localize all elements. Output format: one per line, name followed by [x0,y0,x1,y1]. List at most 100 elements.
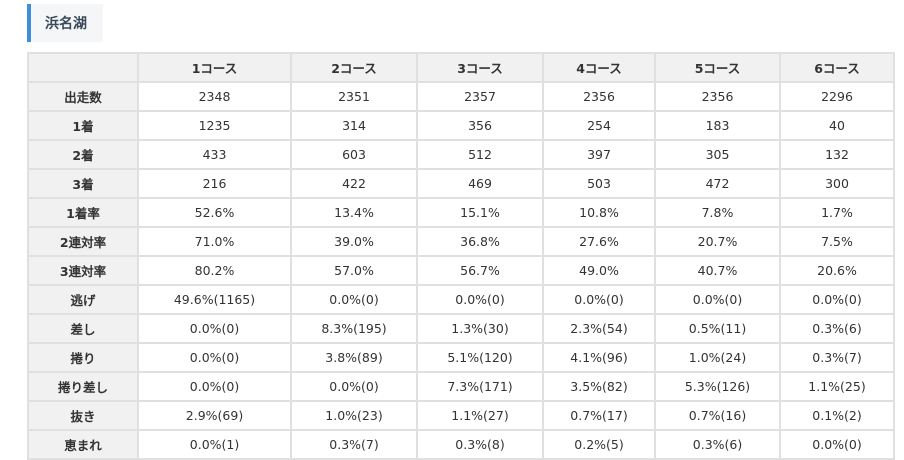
row-label: 捲り [27,342,139,373]
table-row: 2連対率 71.0% 39.0% 36.8% 27.6% 20.7% 7.5% [27,226,895,257]
row-label: 出走数 [27,81,139,112]
row-label: 恵まれ [27,429,139,460]
table-cell: 7.5% [779,226,895,257]
table-cell: 2356 [654,81,781,112]
table-row: 3着 216 422 469 503 472 300 [27,168,895,199]
row-label: 差し [27,313,139,344]
table-cell: 0.0%(1) [137,429,292,460]
table-cell: 0.3%(6) [779,313,895,344]
table-cell: 0.3%(8) [416,429,544,460]
table-cell: 0.7%(17) [542,400,656,431]
table-cell: 0.0%(0) [779,284,895,315]
row-label: 1着率 [27,197,139,228]
table-cell: 52.6% [137,197,292,228]
table-cell: 0.0%(0) [137,342,292,373]
table-cell: 27.6% [542,226,656,257]
table-cell: 469 [416,168,544,199]
table-cell: 7.8% [654,197,781,228]
table-cell: 36.8% [416,226,544,257]
section-title: 浜名湖 [45,16,87,32]
table-cell: 433 [137,139,292,170]
table-cell: 1.1%(25) [779,371,895,402]
column-header: 4コース [542,52,656,83]
table-row: 抜き 2.9%(69) 1.0%(23) 1.1%(27) 0.7%(17) 0.7%(1… [27,400,895,431]
table-cell: 0.5%(11) [654,313,781,344]
table-cell: 0.0%(0) [779,429,895,460]
table-cell: 7.3%(171) [416,371,544,402]
table-cell: 0.0%(0) [137,371,292,402]
table-cell: 1.3%(30) [416,313,544,344]
table-row: 1着率 52.6% 13.4% 15.1% 10.8% 7.8% 1.7% [27,197,895,228]
table-cell: 57.0% [290,255,418,286]
table-cell: 20.6% [779,255,895,286]
table-cell: 2351 [290,81,418,112]
table-cell: 0.7%(16) [654,400,781,431]
table-cell: 2357 [416,81,544,112]
table-cell: 0.0%(0) [290,284,418,315]
table-cell: 0.3%(6) [654,429,781,460]
table-cell: 305 [654,139,781,170]
table-cell: 3.8%(89) [290,342,418,373]
table-cell: 0.0%(0) [137,313,292,344]
row-label: 2着 [27,139,139,170]
table-row: 逃げ 49.6%(1165) 0.0%(0) 0.0%(0) 0.0%(0) 0.0%(0… [27,284,895,315]
table-cell: 0.1%(2) [779,400,895,431]
table-cell: 0.0%(0) [654,284,781,315]
table-cell: 0.3%(7) [779,342,895,373]
table-cell: 0.2%(5) [542,429,656,460]
row-label: 抜き [27,400,139,431]
table-cell: 20.7% [654,226,781,257]
table-cell: 472 [654,168,781,199]
table-cell: 254 [542,110,656,141]
table-cell: 132 [779,139,895,170]
row-label: 捲り差し [27,371,139,402]
table-cell: 49.6%(1165) [137,284,292,315]
table-cell: 1.7% [779,197,895,228]
table-cell: 0.0%(0) [290,371,418,402]
table-cell: 56.7% [416,255,544,286]
column-header: 5コース [654,52,781,83]
table-cell: 8.3%(195) [290,313,418,344]
table-row: 出走数 2348 2351 2357 2356 2356 2296 [27,81,895,112]
table-cell: 3.5%(82) [542,371,656,402]
table-cell: 4.1%(96) [542,342,656,373]
row-label: 1着 [27,110,139,141]
table-cell: 5.3%(126) [654,371,781,402]
table-cell: 39.0% [290,226,418,257]
table-cell: 71.0% [137,226,292,257]
table-cell: 512 [416,139,544,170]
table-cell: 603 [290,139,418,170]
table-cell: 183 [654,110,781,141]
table-cell: 10.8% [542,197,656,228]
row-label: 3着 [27,168,139,199]
table-cell: 2.9%(69) [137,400,292,431]
table-cell: 40.7% [654,255,781,286]
table-cell: 1.0%(24) [654,342,781,373]
row-label: 2連対率 [27,226,139,257]
table-header: 1コース 2コース 3コース 4コース 5コース 6コース [27,52,895,83]
table-row: 恵まれ 0.0%(1) 0.3%(7) 0.3%(8) 0.2%(5) 0.3%(6) 0.… [27,429,895,460]
table-cell: 80.2% [137,255,292,286]
table-cell: 1.0%(23) [290,400,418,431]
table-cell: 1235 [137,110,292,141]
table-cell: 422 [290,168,418,199]
table-cell: 2356 [542,81,656,112]
table-cell: 2348 [137,81,292,112]
section-heading: 浜名湖 [27,4,103,42]
table-cell: 0.3%(7) [290,429,418,460]
table-cell: 216 [137,168,292,199]
table-cell: 397 [542,139,656,170]
table-cell: 0.0%(0) [542,284,656,315]
table-row: 捲り差し 0.0%(0) 0.0%(0) 7.3%(171) 3.5%(82) 5.3%(… [27,371,895,402]
table-cell: 300 [779,168,895,199]
header-row: 1コース 2コース 3コース 4コース 5コース 6コース [27,52,895,83]
table-cell: 2296 [779,81,895,112]
table-cell: 1.1%(27) [416,400,544,431]
table-row: 1着 1235 314 356 254 183 40 [27,110,895,141]
table-cell: 503 [542,168,656,199]
corner-cell [27,52,139,83]
table-row: 捲り 0.0%(0) 3.8%(89) 5.1%(120) 4.1%(96) 1.0%(2… [27,342,895,373]
table-cell: 0.0%(0) [416,284,544,315]
table-cell: 5.1%(120) [416,342,544,373]
table-cell: 15.1% [416,197,544,228]
